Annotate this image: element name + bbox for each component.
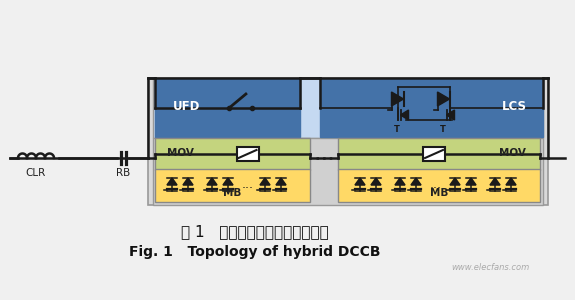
Polygon shape [395, 178, 405, 185]
Text: 图 1   混合式直流断路器拓扑结构: 图 1 混合式直流断路器拓扑结构 [181, 224, 329, 239]
Text: UFD: UFD [173, 100, 200, 112]
Text: MB: MB [430, 188, 448, 198]
Bar [338, 138, 540, 170]
Bar [236, 147, 259, 161]
Bar [320, 79, 543, 137]
Bar [155, 169, 310, 202]
Bar [153, 138, 543, 205]
Text: T: T [393, 125, 400, 134]
Bar [155, 79, 300, 137]
Polygon shape [450, 178, 460, 185]
Text: Fig. 1   Topology of hybrid DCCB: Fig. 1 Topology of hybrid DCCB [129, 245, 381, 259]
Polygon shape [506, 178, 516, 185]
Bar [153, 78, 543, 138]
Bar [148, 78, 548, 205]
Polygon shape [411, 178, 421, 185]
Polygon shape [276, 178, 286, 185]
Polygon shape [401, 110, 408, 120]
Polygon shape [355, 178, 365, 185]
Polygon shape [466, 178, 476, 185]
Text: ...: ... [430, 178, 442, 190]
Text: T: T [439, 125, 446, 134]
Text: LCS: LCS [502, 100, 527, 112]
Polygon shape [223, 178, 233, 185]
Polygon shape [167, 178, 177, 185]
Polygon shape [371, 178, 381, 185]
Polygon shape [207, 178, 217, 185]
Polygon shape [447, 110, 454, 120]
Text: CLR: CLR [26, 168, 46, 178]
Text: MOV: MOV [499, 148, 526, 158]
Bar [423, 147, 445, 161]
Polygon shape [392, 92, 404, 106]
Polygon shape [183, 178, 193, 185]
Bar [338, 169, 540, 202]
Text: MB: MB [223, 188, 241, 198]
Polygon shape [438, 92, 450, 106]
Polygon shape [490, 178, 500, 185]
Polygon shape [260, 178, 270, 185]
Text: www.elecfans.com: www.elecfans.com [451, 263, 529, 272]
Text: RB: RB [116, 168, 130, 178]
Bar [155, 138, 310, 170]
Text: MOV: MOV [167, 148, 194, 158]
Text: ...: ... [242, 178, 254, 190]
